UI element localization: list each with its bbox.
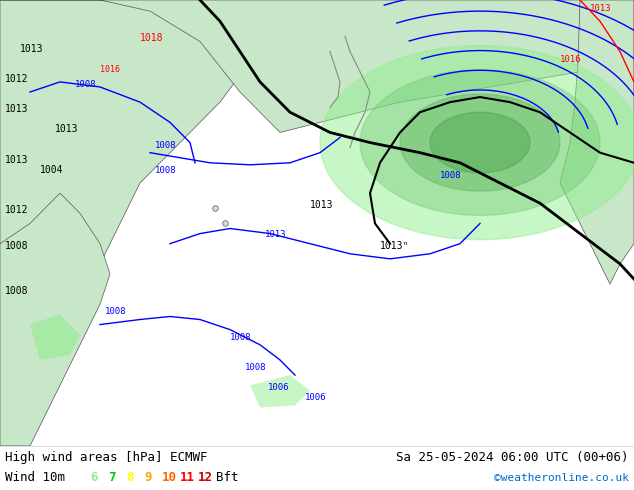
Text: 1012: 1012: [5, 205, 29, 215]
Text: 1008: 1008: [155, 166, 176, 175]
Polygon shape: [0, 0, 240, 446]
Text: 1008: 1008: [5, 241, 29, 251]
Text: 1013: 1013: [590, 4, 612, 13]
Text: 1006: 1006: [268, 383, 290, 392]
Text: 8: 8: [126, 471, 134, 485]
Text: 11: 11: [180, 471, 195, 485]
Text: 7: 7: [108, 471, 115, 485]
Text: 1008: 1008: [245, 363, 266, 372]
Text: Bft: Bft: [216, 471, 238, 485]
Text: 1018: 1018: [140, 33, 164, 44]
Text: 1008: 1008: [105, 307, 127, 317]
Text: Wind 10m: Wind 10m: [5, 471, 65, 485]
Polygon shape: [0, 0, 634, 132]
Text: 1008: 1008: [75, 80, 96, 89]
Text: ©weatheronline.co.uk: ©weatheronline.co.uk: [494, 473, 629, 483]
Polygon shape: [0, 193, 110, 446]
Text: 9: 9: [144, 471, 152, 485]
Polygon shape: [560, 0, 634, 284]
Text: 6: 6: [90, 471, 98, 485]
Text: 1013: 1013: [20, 44, 44, 53]
Text: 1013: 1013: [265, 230, 287, 239]
Polygon shape: [320, 46, 634, 240]
Text: 1016: 1016: [560, 55, 581, 64]
Text: 1008: 1008: [5, 286, 29, 296]
Text: 1008: 1008: [230, 333, 252, 342]
Polygon shape: [250, 375, 310, 408]
Text: 12: 12: [198, 471, 213, 485]
Polygon shape: [400, 94, 560, 191]
Text: 10: 10: [162, 471, 177, 485]
Text: High wind areas [hPa] ECMWF: High wind areas [hPa] ECMWF: [5, 451, 207, 465]
Text: Sa 25-05-2024 06:00 UTC (00+06): Sa 25-05-2024 06:00 UTC (00+06): [396, 451, 629, 465]
Polygon shape: [30, 315, 80, 360]
Text: 1006: 1006: [305, 393, 327, 402]
Text: 1016: 1016: [100, 65, 120, 74]
Text: 1008: 1008: [155, 141, 176, 149]
Text: 1013: 1013: [5, 104, 29, 114]
Text: 1013ⁿ: 1013ⁿ: [380, 241, 410, 251]
Text: 1004: 1004: [40, 165, 63, 175]
Text: 1013: 1013: [310, 200, 333, 210]
Text: 1013: 1013: [55, 124, 79, 134]
Text: 1012: 1012: [5, 74, 29, 84]
Text: 1008: 1008: [440, 171, 462, 180]
Polygon shape: [430, 112, 530, 173]
Text: 1013: 1013: [5, 155, 29, 165]
Polygon shape: [360, 70, 600, 216]
